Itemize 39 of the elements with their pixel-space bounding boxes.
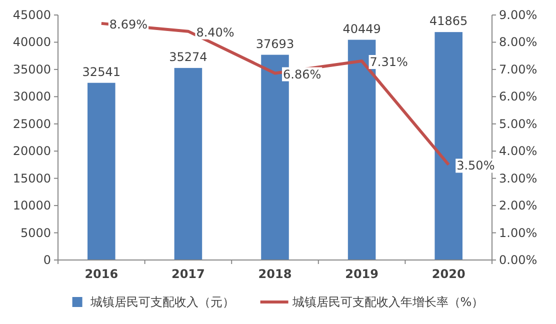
bar bbox=[174, 68, 202, 260]
data-label: 32541 bbox=[82, 64, 120, 79]
y-tick-label: 25000 bbox=[12, 116, 51, 131]
x-tick-label: 2018 bbox=[258, 267, 292, 281]
data-label: 8.40% bbox=[196, 25, 234, 40]
y2-tick-label: 6.00% bbox=[499, 90, 538, 104]
y-tick-label: 15000 bbox=[12, 171, 51, 186]
bar bbox=[88, 82, 116, 260]
x-tick-label: 2019 bbox=[345, 267, 379, 281]
data-label: 3.50% bbox=[456, 158, 495, 173]
y-tick-label: 30000 bbox=[12, 90, 51, 104]
y2-tick-label: 3.00% bbox=[499, 171, 538, 186]
data-label: 35274 bbox=[169, 50, 208, 64]
y-tick-label: 10000 bbox=[12, 198, 51, 213]
data-label: 41865 bbox=[430, 14, 468, 28]
x-tick-label: 2016 bbox=[84, 267, 118, 281]
y2-tick-label: 5.00% bbox=[499, 116, 538, 131]
x-tick-label: 2017 bbox=[171, 267, 205, 281]
y2-tick-label: 4.00% bbox=[499, 144, 538, 158]
y2-tick-label: 1.00% bbox=[499, 226, 538, 240]
y2-tick-label: 8.00% bbox=[499, 35, 538, 50]
legend-label: 城镇居民可支配收入（元） bbox=[89, 295, 234, 309]
x-tick-label: 2020 bbox=[432, 267, 466, 281]
data-label: 8.69% bbox=[109, 17, 148, 32]
data-label: 40449 bbox=[342, 22, 381, 36]
y-tick-label: 35000 bbox=[12, 62, 51, 76]
y2-tick-label: 7.00% bbox=[499, 62, 538, 76]
y-tick-label: 45000 bbox=[12, 8, 51, 22]
data-label: 37693 bbox=[256, 36, 294, 51]
data-label: 7.31% bbox=[370, 55, 408, 70]
data-label: 6.86% bbox=[283, 67, 322, 82]
y-tick-label: 20000 bbox=[12, 144, 51, 158]
y2-tick-label: 9.00% bbox=[499, 8, 538, 22]
y2-tick-label: 2.00% bbox=[499, 198, 538, 213]
y2-tick-label: 0.00% bbox=[499, 253, 538, 267]
legend-label: 城镇居民可支配收入年增长率（%） bbox=[291, 295, 484, 309]
y-tick-label: 5000 bbox=[20, 226, 51, 240]
y-tick-label: 0 bbox=[43, 253, 51, 267]
y-tick-label: 40000 bbox=[12, 35, 51, 50]
